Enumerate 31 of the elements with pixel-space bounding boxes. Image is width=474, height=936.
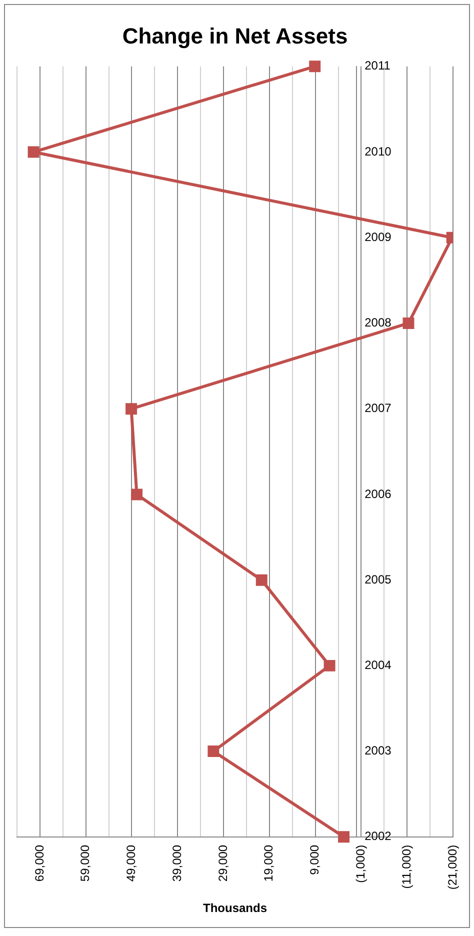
y-tick-label: 2008 — [364, 316, 392, 330]
y-tick-label: 2004 — [364, 658, 392, 672]
y-tick-label: 2010 — [364, 144, 392, 158]
x-tick-label: 59,000 — [78, 844, 92, 882]
point — [126, 403, 138, 415]
point — [131, 488, 143, 500]
y-tick-label: 2005 — [364, 572, 392, 586]
point — [402, 317, 414, 329]
point — [309, 60, 321, 72]
y-tick-label: 2007 — [364, 401, 392, 416]
x-tick-label: 49,000 — [124, 844, 138, 882]
x-tick-label: (11,000) — [399, 844, 414, 889]
x-tick-label: 19,000 — [262, 844, 276, 882]
y-tick-label: 2003 — [364, 744, 392, 758]
x-tick-label: 39,000 — [170, 844, 184, 882]
x-tick-label: (21,000) — [445, 844, 460, 890]
x-axis-title: Thousands — [202, 901, 268, 916]
y-tick-label: 2011 — [364, 58, 391, 73]
y-tick-label: 2006 — [364, 486, 392, 501]
x-tick-label: 69,000 — [32, 844, 46, 882]
point — [256, 574, 268, 586]
x-tick-label: 9,000 — [308, 844, 322, 875]
point — [28, 146, 40, 158]
y-tick-label: 2002 — [364, 829, 392, 844]
x-tick-label: (1,000) — [354, 844, 368, 883]
x-tick-label: 29,000 — [216, 844, 230, 882]
y-tick-label: 2009 — [364, 230, 392, 244]
point — [324, 660, 336, 672]
chart-title: Change in Net Assets — [122, 23, 348, 48]
point — [338, 831, 350, 843]
point — [208, 746, 220, 758]
